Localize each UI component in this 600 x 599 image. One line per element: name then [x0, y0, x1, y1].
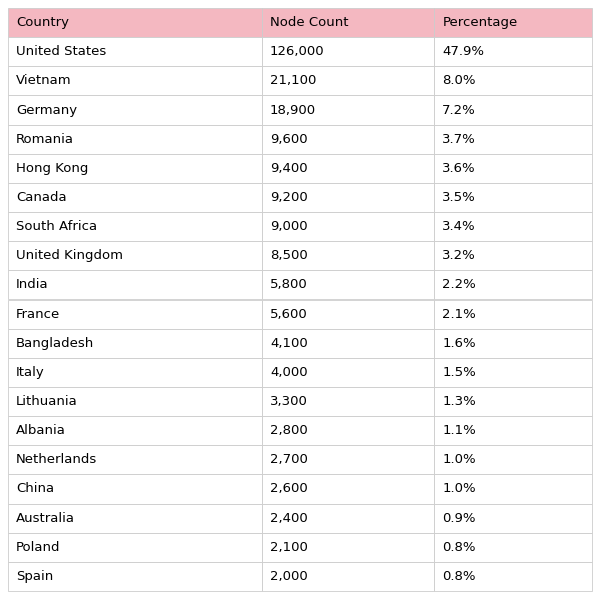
Text: Germany: Germany: [16, 104, 77, 117]
Text: Canada: Canada: [16, 191, 67, 204]
Text: 1.0%: 1.0%: [442, 453, 476, 467]
Text: 5,600: 5,600: [270, 307, 308, 320]
Text: 3.2%: 3.2%: [442, 249, 476, 262]
Text: Vietnam: Vietnam: [16, 74, 71, 87]
Text: 2,000: 2,000: [270, 570, 308, 583]
Text: India: India: [16, 279, 49, 292]
Text: 2.1%: 2.1%: [442, 307, 476, 320]
Text: Node Count: Node Count: [270, 16, 349, 29]
Text: Albania: Albania: [16, 424, 66, 437]
Text: Australia: Australia: [16, 512, 75, 525]
Text: 3.4%: 3.4%: [442, 220, 476, 233]
Text: 3.5%: 3.5%: [442, 191, 476, 204]
Text: 9,600: 9,600: [270, 132, 308, 146]
Text: 3.7%: 3.7%: [442, 132, 476, 146]
Text: 2,400: 2,400: [270, 512, 308, 525]
Text: 0.9%: 0.9%: [442, 512, 476, 525]
Text: 1.6%: 1.6%: [442, 337, 476, 350]
Text: Netherlands: Netherlands: [16, 453, 97, 467]
Text: 3,300: 3,300: [270, 395, 308, 408]
Text: 8.0%: 8.0%: [442, 74, 476, 87]
Text: Country: Country: [16, 16, 69, 29]
Text: 2,600: 2,600: [270, 482, 308, 495]
Text: 2,800: 2,800: [270, 424, 308, 437]
Text: 9,200: 9,200: [270, 191, 308, 204]
Text: 1.0%: 1.0%: [442, 482, 476, 495]
Text: 5,800: 5,800: [270, 279, 308, 292]
Text: 1.1%: 1.1%: [442, 424, 476, 437]
Text: Romania: Romania: [16, 132, 74, 146]
Text: Hong Kong: Hong Kong: [16, 162, 88, 175]
Text: 9,000: 9,000: [270, 220, 308, 233]
Text: Percentage: Percentage: [442, 16, 518, 29]
Text: 47.9%: 47.9%: [442, 46, 484, 58]
Text: Italy: Italy: [16, 366, 45, 379]
Text: 18,900: 18,900: [270, 104, 316, 117]
Text: 0.8%: 0.8%: [442, 570, 476, 583]
Text: 9,400: 9,400: [270, 162, 308, 175]
Text: 8,500: 8,500: [270, 249, 308, 262]
Text: 21,100: 21,100: [270, 74, 316, 87]
Text: Poland: Poland: [16, 541, 61, 553]
Text: South Africa: South Africa: [16, 220, 97, 233]
Text: United States: United States: [16, 46, 106, 58]
Text: Bangladesh: Bangladesh: [16, 337, 94, 350]
Text: 126,000: 126,000: [270, 46, 325, 58]
Text: 1.3%: 1.3%: [442, 395, 476, 408]
Text: Lithuania: Lithuania: [16, 395, 78, 408]
Text: 2,100: 2,100: [270, 541, 308, 553]
Text: United Kingdom: United Kingdom: [16, 249, 123, 262]
Text: 0.8%: 0.8%: [442, 541, 476, 553]
Text: France: France: [16, 307, 60, 320]
Text: Spain: Spain: [16, 570, 53, 583]
Text: 7.2%: 7.2%: [442, 104, 476, 117]
Text: 1.5%: 1.5%: [442, 366, 476, 379]
Text: 4,100: 4,100: [270, 337, 308, 350]
Text: 2,700: 2,700: [270, 453, 308, 467]
Text: 3.6%: 3.6%: [442, 162, 476, 175]
Text: 2.2%: 2.2%: [442, 279, 476, 292]
Text: 4,000: 4,000: [270, 366, 308, 379]
Text: China: China: [16, 482, 54, 495]
